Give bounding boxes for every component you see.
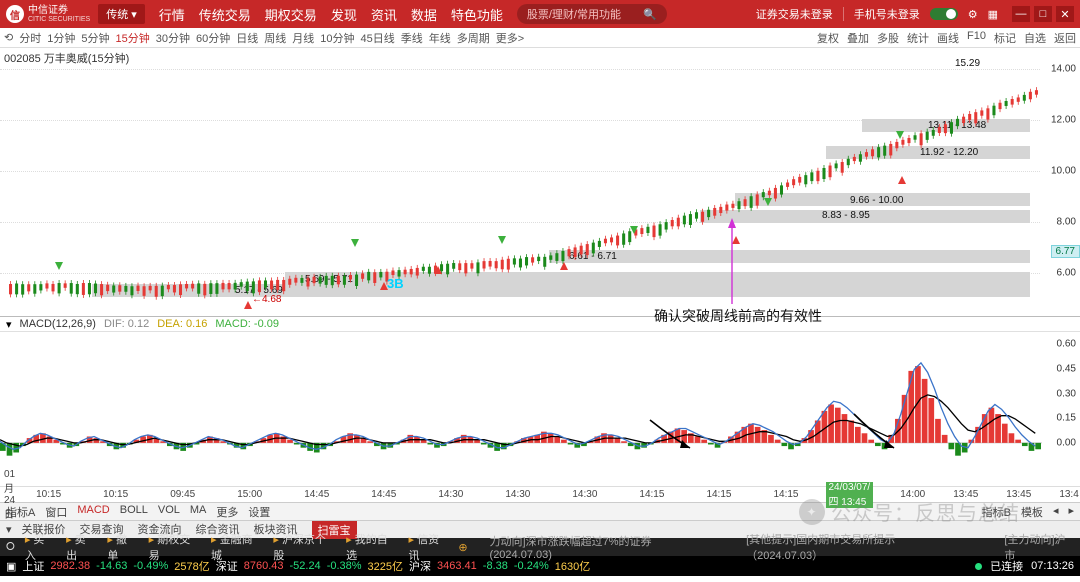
magenta-arrow <box>726 218 738 306</box>
macd-header: ▾ MACD(12,26,9) DIF: 0.12 DEA: 0.16 MACD… <box>0 316 1080 332</box>
hand-arrow-2 <box>852 412 902 452</box>
timeframe-item[interactable]: 多周期 <box>457 33 490 45</box>
timeframe-item[interactable]: 日线 <box>236 33 258 45</box>
indicator-item[interactable]: VOL <box>158 504 180 520</box>
nav-item[interactable]: 传统交易 <box>199 5 251 24</box>
bottom-action[interactable]: ▸ 撤单 <box>107 531 136 563</box>
3b-annotation: 3B <box>387 276 404 291</box>
connection-dot <box>975 563 982 570</box>
timeframe-item[interactable]: 季线 <box>401 33 423 45</box>
maximize-icon[interactable]: □ <box>1034 6 1052 22</box>
macd-chart[interactable]: 0.600.450.300.150.00 <box>0 332 1080 486</box>
timeframe-item[interactable]: 更多> <box>496 33 524 45</box>
brand-name: 中信证券 <box>28 6 90 16</box>
bottom-action[interactable]: ▸ 沪深京个股 <box>273 531 334 563</box>
chevron-right-icon[interactable]: ▸ <box>1068 504 1074 520</box>
chart-tool[interactable]: 复权 <box>817 30 839 46</box>
current-price-badge: 6.77 <box>1051 245 1080 258</box>
chart-tool[interactable]: F10 <box>967 30 986 46</box>
timeframe-item[interactable]: 45日线 <box>360 33 394 45</box>
nav-item[interactable]: 资讯 <box>371 5 397 24</box>
chart-tool[interactable]: 返回 <box>1054 30 1076 46</box>
price-chart[interactable]: 002085 万丰奥威(15分钟) 5.17 - 5.695.69 - 5.71… <box>0 48 1080 316</box>
chart-tool[interactable]: 叠加 <box>847 30 869 46</box>
collapse-icon[interactable]: ▾ <box>6 523 12 536</box>
nav-item[interactable]: 特色功能 <box>451 5 503 24</box>
nav-item[interactable]: 行情 <box>159 5 185 24</box>
login-phone[interactable]: 手机号未登录 <box>854 6 920 22</box>
timeframe-item[interactable]: 周线 <box>264 33 286 45</box>
chart-tool[interactable]: 画线 <box>937 30 959 46</box>
bottom-toolbar: ⭘ ▸ 买入▸ 卖出▸ 撤单▸ 期权交易▸ 金融商城▸ 沪深京个股▸ 我的自选▸… <box>0 538 1080 556</box>
low-label: ←4.68 <box>252 294 281 305</box>
search-icon: 🔍 <box>643 8 657 21</box>
indicator-item[interactable]: MACD <box>77 504 109 520</box>
indicator-item[interactable]: 设置 <box>248 504 270 520</box>
timeframe-item[interactable]: 15分钟 <box>115 33 149 45</box>
settings-icon[interactable]: ⚙ <box>968 8 978 21</box>
nav-item[interactable]: 发现 <box>331 5 357 24</box>
brand-sub: CITIC SECURITIES <box>28 16 90 23</box>
indicator-item[interactable]: 更多 <box>216 504 238 520</box>
minimize-icon[interactable]: — <box>1012 6 1030 22</box>
nav-item[interactable]: 数据 <box>411 5 437 24</box>
theme-toggle[interactable] <box>930 8 958 20</box>
timeframe-item[interactable]: 10分钟 <box>320 33 354 45</box>
expand-icon[interactable]: ▣ <box>6 560 16 573</box>
marquee-2: [其他提示]国内期市交易所提示（2024.07.03） <box>746 531 964 563</box>
chart-tool[interactable]: 统计 <box>907 30 929 46</box>
timeframe-item[interactable]: 1分钟 <box>47 33 75 45</box>
app-header: 信 中信证券 CITIC SECURITIES 传统▾ 行情传统交易期权交易发现… <box>0 0 1080 28</box>
chart-tool[interactable]: 自选 <box>1024 30 1046 46</box>
annotation-text: 确认突破周线前高的有效性 <box>654 306 822 326</box>
search-input[interactable]: 股票/理财/常用功能 🔍 <box>517 4 667 24</box>
timeframe-item[interactable]: 月线 <box>292 33 314 45</box>
hand-arrow-1 <box>648 418 698 452</box>
candle-area <box>8 54 1040 310</box>
tab-window[interactable]: 窗口 <box>45 504 67 520</box>
add-icon[interactable]: ⊕ <box>458 541 467 554</box>
timeframe-item[interactable]: 60分钟 <box>196 33 230 45</box>
toggle-icon[interactable]: ⭘ <box>6 541 15 554</box>
timeframe-item[interactable]: 年线 <box>429 33 451 45</box>
grid-icon[interactable]: ▦ <box>988 8 998 21</box>
bottom-action[interactable]: ▸ 卖出 <box>66 531 95 563</box>
timeframe-bar: ⟲ 分时 1分钟 5分钟 15分钟 30分钟 60分钟日线周线月线 10分钟 45日线季线年线… <box>0 28 1080 48</box>
timeframe-item[interactable]: 分时 <box>19 33 41 45</box>
watermark: ✦公众号：反思与总结 <box>799 497 1020 526</box>
top-nav: 行情传统交易期权交易发现资讯数据特色功能 <box>159 5 503 24</box>
nav-item[interactable]: 期权交易 <box>265 5 317 24</box>
chevron-down-icon: ▾ <box>131 8 137 21</box>
connection-status: 已连接 <box>990 558 1023 574</box>
collapse-icon[interactable]: ▾ <box>6 318 12 331</box>
tab-template[interactable]: 模板 <box>1021 504 1043 520</box>
indicator-item[interactable]: MA <box>190 504 207 520</box>
timeframe-item[interactable]: 5分钟 <box>81 33 109 45</box>
clock: 07:13:26 <box>1031 560 1074 572</box>
indicator-item[interactable]: BOLL <box>120 504 148 520</box>
chevron-left-icon[interactable]: ◂ <box>1053 504 1059 520</box>
login-securities[interactable]: 证券交易未登录 <box>756 6 833 22</box>
logo-icon: 信 <box>6 5 24 23</box>
high-label: 15.29 <box>955 58 980 69</box>
chart-tool[interactable]: 多股 <box>877 30 899 46</box>
timeframe-item[interactable]: 30分钟 <box>156 33 190 45</box>
macd-title: MACD(12,26,9) <box>20 318 96 330</box>
brand-block: 信 中信证券 CITIC SECURITIES <box>6 5 90 23</box>
chart-tool[interactable]: 标记 <box>994 30 1016 46</box>
restore-icon[interactable]: ⟲ <box>4 31 13 44</box>
mode-dropdown[interactable]: 传统▾ <box>98 4 145 24</box>
marquee-1: 力动向]深市涨跌幅超过7%的证券(2024.07.03) <box>490 533 707 561</box>
close-icon[interactable]: ✕ <box>1056 6 1074 22</box>
